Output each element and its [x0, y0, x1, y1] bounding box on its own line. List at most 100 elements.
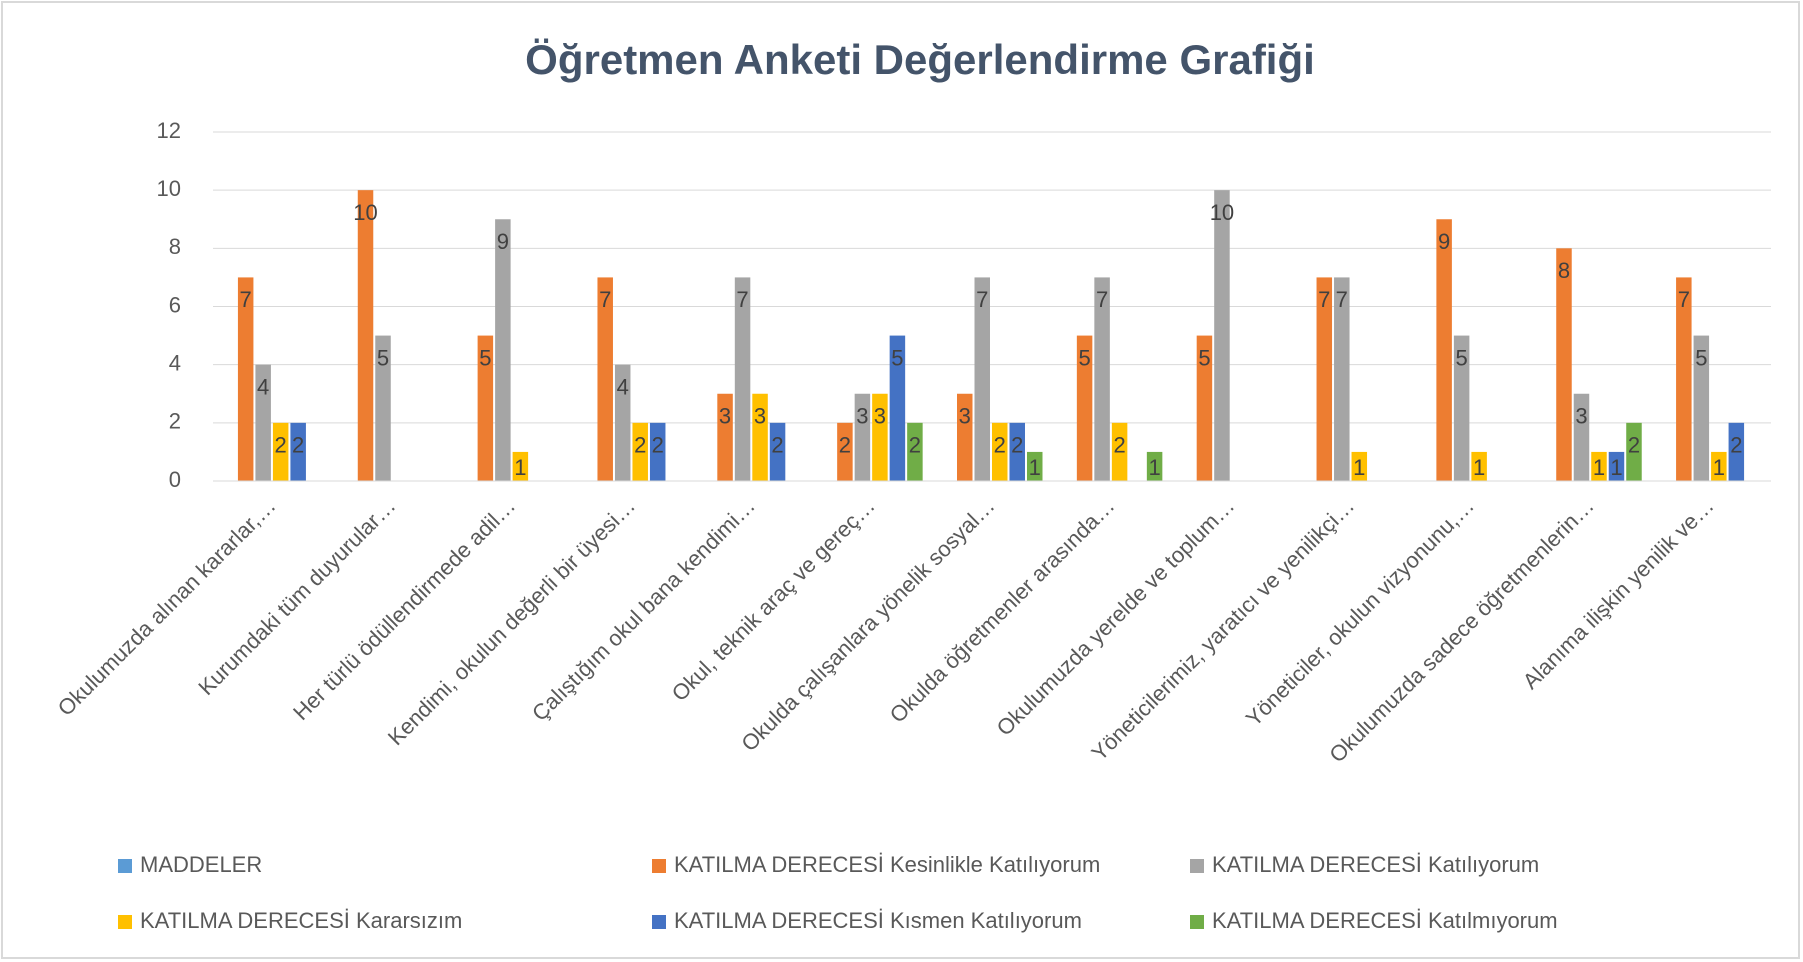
legend-swatch: [118, 859, 132, 873]
data-label: 2: [292, 433, 304, 458]
legend-swatch: [1190, 859, 1204, 873]
bar: [1146, 451, 1163, 481]
bar: [974, 277, 990, 481]
data-label: 4: [617, 374, 629, 399]
data-label: 2: [652, 433, 664, 458]
data-label: 10: [1210, 200, 1234, 225]
y-tick-label: 0: [169, 467, 181, 492]
legend-swatch: [118, 915, 132, 929]
data-label: 3: [959, 404, 971, 429]
data-label: 10: [353, 200, 377, 225]
bar: [357, 190, 374, 481]
data-label: 7: [1318, 287, 1330, 312]
data-label: 9: [1438, 229, 1450, 254]
bar: [1436, 219, 1452, 481]
data-label: 5: [1078, 345, 1090, 370]
data-label: 3: [874, 404, 886, 429]
bar: [1351, 451, 1368, 481]
bar: [1094, 277, 1110, 481]
data-label: 5: [377, 345, 389, 370]
bar: [1334, 277, 1350, 481]
data-label: 1: [1148, 455, 1160, 480]
data-label: 2: [634, 433, 646, 458]
data-label: 3: [856, 404, 868, 429]
data-label: 4: [257, 374, 269, 399]
y-tick-label: 10: [157, 176, 181, 201]
data-label: 7: [240, 287, 252, 312]
legend-label: KATILMA DERECESİ Kesinlikle Katılıyorum: [674, 852, 1100, 877]
data-label: 2: [275, 433, 287, 458]
y-tick-label: 12: [157, 118, 181, 143]
data-label: 1: [1610, 455, 1622, 480]
bar: [1214, 190, 1230, 481]
data-label: 1: [514, 455, 526, 480]
data-label: 1: [1713, 455, 1725, 480]
bar: [597, 277, 613, 481]
data-label: 2: [839, 433, 851, 458]
bar: [1591, 451, 1607, 481]
data-label: 9: [497, 229, 509, 254]
legend-swatch: [652, 915, 666, 929]
bar: [1076, 335, 1093, 481]
data-label: 2: [1730, 433, 1742, 458]
y-tick-label: 4: [169, 350, 181, 375]
data-label: 5: [479, 345, 491, 370]
bar: [1693, 335, 1710, 481]
bar: [872, 393, 888, 481]
data-label: 7: [1096, 287, 1108, 312]
data-label: 5: [1456, 345, 1468, 370]
bar: [1711, 451, 1727, 481]
data-label: 8: [1558, 258, 1570, 283]
y-tick-label: 8: [169, 234, 181, 259]
bar: [477, 335, 494, 481]
bar: [1027, 451, 1043, 481]
data-label: 2: [1011, 433, 1023, 458]
data-label: 5: [1198, 345, 1210, 370]
bar: [837, 422, 853, 481]
bar: [907, 422, 923, 481]
data-label: 1: [1473, 455, 1485, 480]
legend-label: MADDELER: [140, 852, 262, 877]
data-label: 2: [1113, 433, 1125, 458]
data-label: 7: [976, 287, 988, 312]
y-tick-label: 2: [169, 409, 181, 434]
bar: [1556, 248, 1572, 481]
data-label: 3: [1575, 404, 1587, 429]
y-tick-label: 6: [169, 292, 181, 317]
bar: [717, 393, 733, 481]
data-label: 1: [1029, 455, 1041, 480]
legend-swatch: [652, 859, 666, 873]
bar: [632, 422, 648, 481]
data-label: 7: [736, 287, 748, 312]
legend-label: KATILMA DERECESİ Kısmen Katılıyorum: [674, 908, 1082, 933]
bar: [1608, 451, 1625, 481]
data-label: 7: [599, 287, 611, 312]
data-label: 7: [1678, 287, 1690, 312]
bar: [512, 451, 529, 481]
data-label: 2: [1628, 433, 1640, 458]
bar: [1626, 422, 1642, 481]
bar: [889, 335, 906, 481]
bar: [1573, 393, 1590, 481]
data-label: 5: [891, 345, 903, 370]
bar: [255, 364, 271, 481]
bar: [769, 422, 786, 481]
bar: [1111, 422, 1128, 481]
bar: [1728, 422, 1745, 481]
bar: [272, 422, 289, 481]
legend-label: KATILMA DERECESİ Kararsızım: [140, 908, 462, 933]
legend-swatch: [1190, 915, 1204, 929]
bar: [290, 422, 306, 481]
legend-label: KATILMA DERECESİ Katılıyorum: [1212, 852, 1539, 877]
bar: [734, 277, 751, 481]
bar: [614, 364, 631, 481]
data-label: 5: [1695, 345, 1707, 370]
bar: [1196, 335, 1213, 481]
data-label: 1: [1593, 455, 1605, 480]
bar: [752, 393, 768, 481]
bar: [495, 219, 511, 481]
bar: [1453, 335, 1470, 481]
bar: [375, 335, 391, 481]
data-label: 3: [754, 404, 766, 429]
